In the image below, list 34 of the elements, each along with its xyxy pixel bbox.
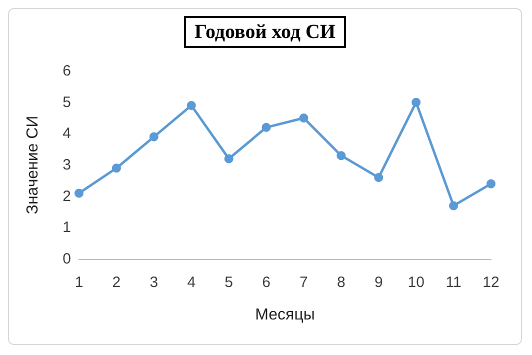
x-tick-label: 12 xyxy=(482,274,500,291)
y-tick-label: 4 xyxy=(62,125,71,142)
point xyxy=(486,179,496,188)
x-tick-label: 9 xyxy=(374,274,383,291)
point xyxy=(374,173,384,182)
y-tick-label: 6 xyxy=(62,62,71,80)
y-tick-label: 0 xyxy=(62,250,71,268)
chart-title: Годовой ход СИ xyxy=(194,21,336,43)
x-tick-label: 4 xyxy=(187,274,196,291)
point xyxy=(74,188,84,198)
x-tick-label: 10 xyxy=(408,274,424,291)
point xyxy=(412,98,421,107)
x-tick-label: 6 xyxy=(262,274,270,291)
y-tick-label: 1 xyxy=(62,219,71,236)
x-tick-label: 5 xyxy=(224,274,233,291)
x-tick-label: 8 xyxy=(337,274,346,291)
x-tick-label: 11 xyxy=(446,274,462,291)
x-tick-label: 3 xyxy=(150,274,158,291)
point xyxy=(449,201,458,210)
point xyxy=(149,132,158,142)
x-axis-title: Месяцы xyxy=(255,306,315,324)
point xyxy=(336,151,346,160)
y-axis-title: Значение СИ xyxy=(24,116,42,214)
point xyxy=(112,164,121,173)
point xyxy=(224,154,234,164)
point xyxy=(299,114,308,122)
point xyxy=(262,122,271,132)
x-tick-label: 2 xyxy=(112,274,121,291)
y-tick-label: 2 xyxy=(62,188,71,205)
point xyxy=(186,100,196,110)
y-tick-label: 5 xyxy=(62,94,71,111)
x-tick-label: 1 xyxy=(74,274,84,291)
x-tick-label: 7 xyxy=(300,274,308,291)
y-tick-label: 3 xyxy=(62,156,71,174)
